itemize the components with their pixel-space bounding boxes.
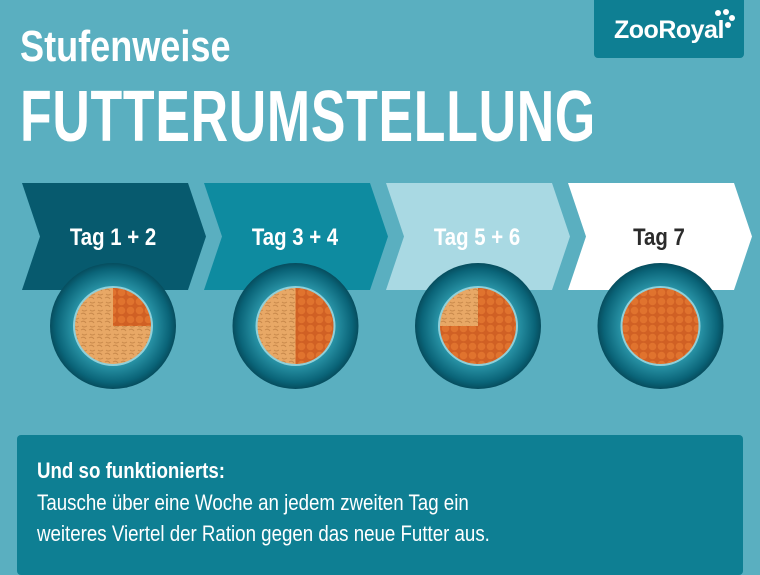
- info-box: Und so funktionierts: Tausche über eine …: [17, 435, 743, 575]
- step-1: Tag 1 + 2: [22, 183, 206, 389]
- step-chevron: [568, 183, 752, 290]
- new-food: [440, 288, 516, 364]
- info-line2: weiteres Viertel der Ration gegen das ne…: [37, 521, 490, 546]
- step-2: Tag 3 + 4: [204, 183, 388, 389]
- step-label: Tag 1 + 2: [70, 223, 156, 250]
- steps-diagram: Tag 1 + 2 Tag 3 + 4 Tag 5 + 6 Tag 7: [22, 183, 752, 389]
- paw-icon: [715, 9, 735, 28]
- step-label: Tag 7: [633, 223, 685, 250]
- new-food: [622, 288, 699, 364]
- step-chevron: [204, 183, 388, 290]
- step-4: Tag 7: [568, 183, 752, 389]
- step-chevron: [386, 183, 570, 290]
- logo-text: ZooRoyal: [614, 16, 724, 44]
- title-line1: Stufenweise: [20, 22, 231, 71]
- step-label: Tag 5 + 6: [434, 223, 520, 250]
- step-3: Tag 5 + 6: [386, 183, 570, 389]
- step-label: Tag 3 + 4: [252, 223, 339, 250]
- info-heading: Und so funktionierts:: [37, 458, 226, 483]
- zooroyal-logo: ZooRoyal: [594, 0, 744, 58]
- new-food: [113, 288, 151, 326]
- new-food: [295, 288, 334, 364]
- title-line2: FUTTERUMSTELLUNG: [20, 77, 596, 157]
- info-text: Tausche über eine Woche an jedem zweiten…: [37, 487, 490, 549]
- step-chevron: [22, 183, 206, 290]
- info-line1: Tausche über eine Woche an jedem zweiten…: [37, 490, 469, 515]
